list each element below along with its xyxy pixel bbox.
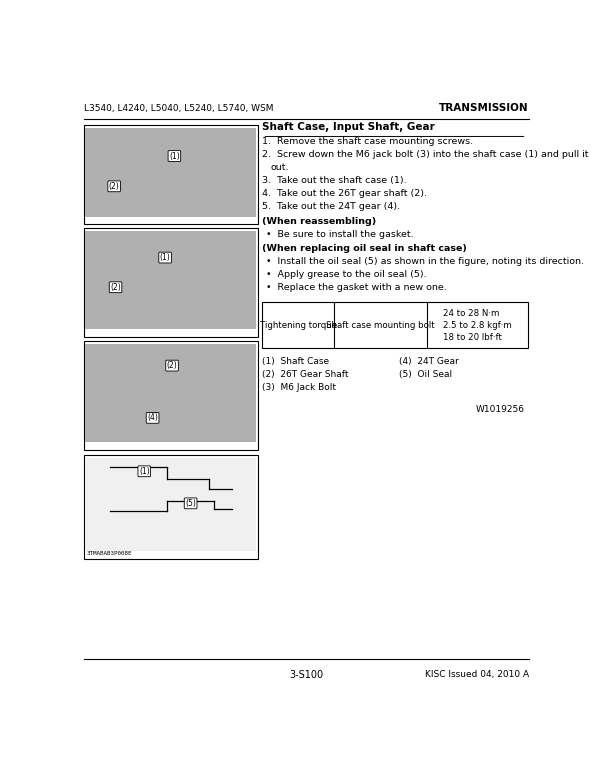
Bar [263,302,527,348]
Text: (2): (2) [110,283,121,291]
Text: (5)  Oil Seal: (5) Oil Seal [399,370,452,379]
Text: (3)  M6 Jack Bolt: (3) M6 Jack Bolt [263,383,337,392]
Text: KISC Issued 04, 2010 A: KISC Issued 04, 2010 A [425,669,529,678]
Text: (2): (2) [167,361,178,370]
Bar [86,231,257,329]
Text: (2): (2) [109,182,120,190]
Text: (4): (4) [147,413,158,423]
Text: Shaft case mounting bolt: Shaft case mounting bolt [327,321,435,330]
Text: TRANSMISSION: TRANSMISSION [440,103,529,113]
Text: 3TLAAAG3P090A: 3TLAAAG3P090A [86,217,132,222]
Bar [86,128,257,217]
Text: •  Install the oil seal (5) as shown in the figure, noting its direction.: • Install the oil seal (5) as shown in t… [266,257,584,266]
Text: (1): (1) [169,152,180,160]
Bar [84,341,258,450]
Text: 3TLAAAG3P091E: 3TLAAAG3P091E [86,330,132,335]
Text: (1): (1) [139,466,150,476]
Text: 3-S100: 3-S100 [289,669,324,679]
Text: (When reassembling): (When reassembling) [263,217,377,226]
Text: 3TLAAAG3P092A: 3TLAAAG3P092A [86,443,132,447]
Text: 3TMABAB3P008E: 3TMABAB3P008E [86,551,132,556]
Text: 5.  Take out the 24T gear (4).: 5. Take out the 24T gear (4). [263,202,401,211]
Text: out.: out. [271,163,289,172]
Text: (5): (5) [185,499,196,508]
Text: 24 to 28 N·m
2.5 to 2.8 kgf·m
18 to 20 lbf·ft: 24 to 28 N·m 2.5 to 2.8 kgf·m 18 to 20 l… [443,309,512,342]
Text: Shaft Case, Input Shaft, Gear: Shaft Case, Input Shaft, Gear [263,122,435,132]
Text: (2)  26T Gear Shaft: (2) 26T Gear Shaft [263,370,349,379]
Text: (When replacing oil seal in shaft case): (When replacing oil seal in shaft case) [263,244,467,253]
Text: Tightening torque: Tightening torque [260,321,337,330]
Text: L3540, L4240, L5040, L5240, L5740, WSM: L3540, L4240, L5040, L5240, L5740, WSM [84,104,273,113]
Text: (1)  Shaft Case: (1) Shaft Case [263,357,329,365]
Text: 3.  Take out the shaft case (1).: 3. Take out the shaft case (1). [263,177,407,185]
Text: (4)  24T Gear: (4) 24T Gear [399,357,459,365]
Bar [84,228,258,337]
Bar [86,344,257,443]
Bar [84,455,258,558]
Text: 1.  Remove the shaft case mounting screws.: 1. Remove the shaft case mounting screws… [263,137,474,146]
Bar [84,125,258,224]
Text: (1): (1) [160,253,170,262]
Text: •  Be sure to install the gasket.: • Be sure to install the gasket. [266,230,414,239]
Text: W1019256: W1019256 [475,406,524,414]
Bar [86,458,257,550]
Text: •  Replace the gasket with a new one.: • Replace the gasket with a new one. [266,283,447,292]
Text: •  Apply grease to the oil seal (5).: • Apply grease to the oil seal (5). [266,270,427,279]
Text: 4.  Take out the 26T gear shaft (2).: 4. Take out the 26T gear shaft (2). [263,190,428,198]
Text: 2.  Screw down the M6 jack bolt (3) into the shaft case (1) and pull it: 2. Screw down the M6 jack bolt (3) into … [263,150,589,159]
